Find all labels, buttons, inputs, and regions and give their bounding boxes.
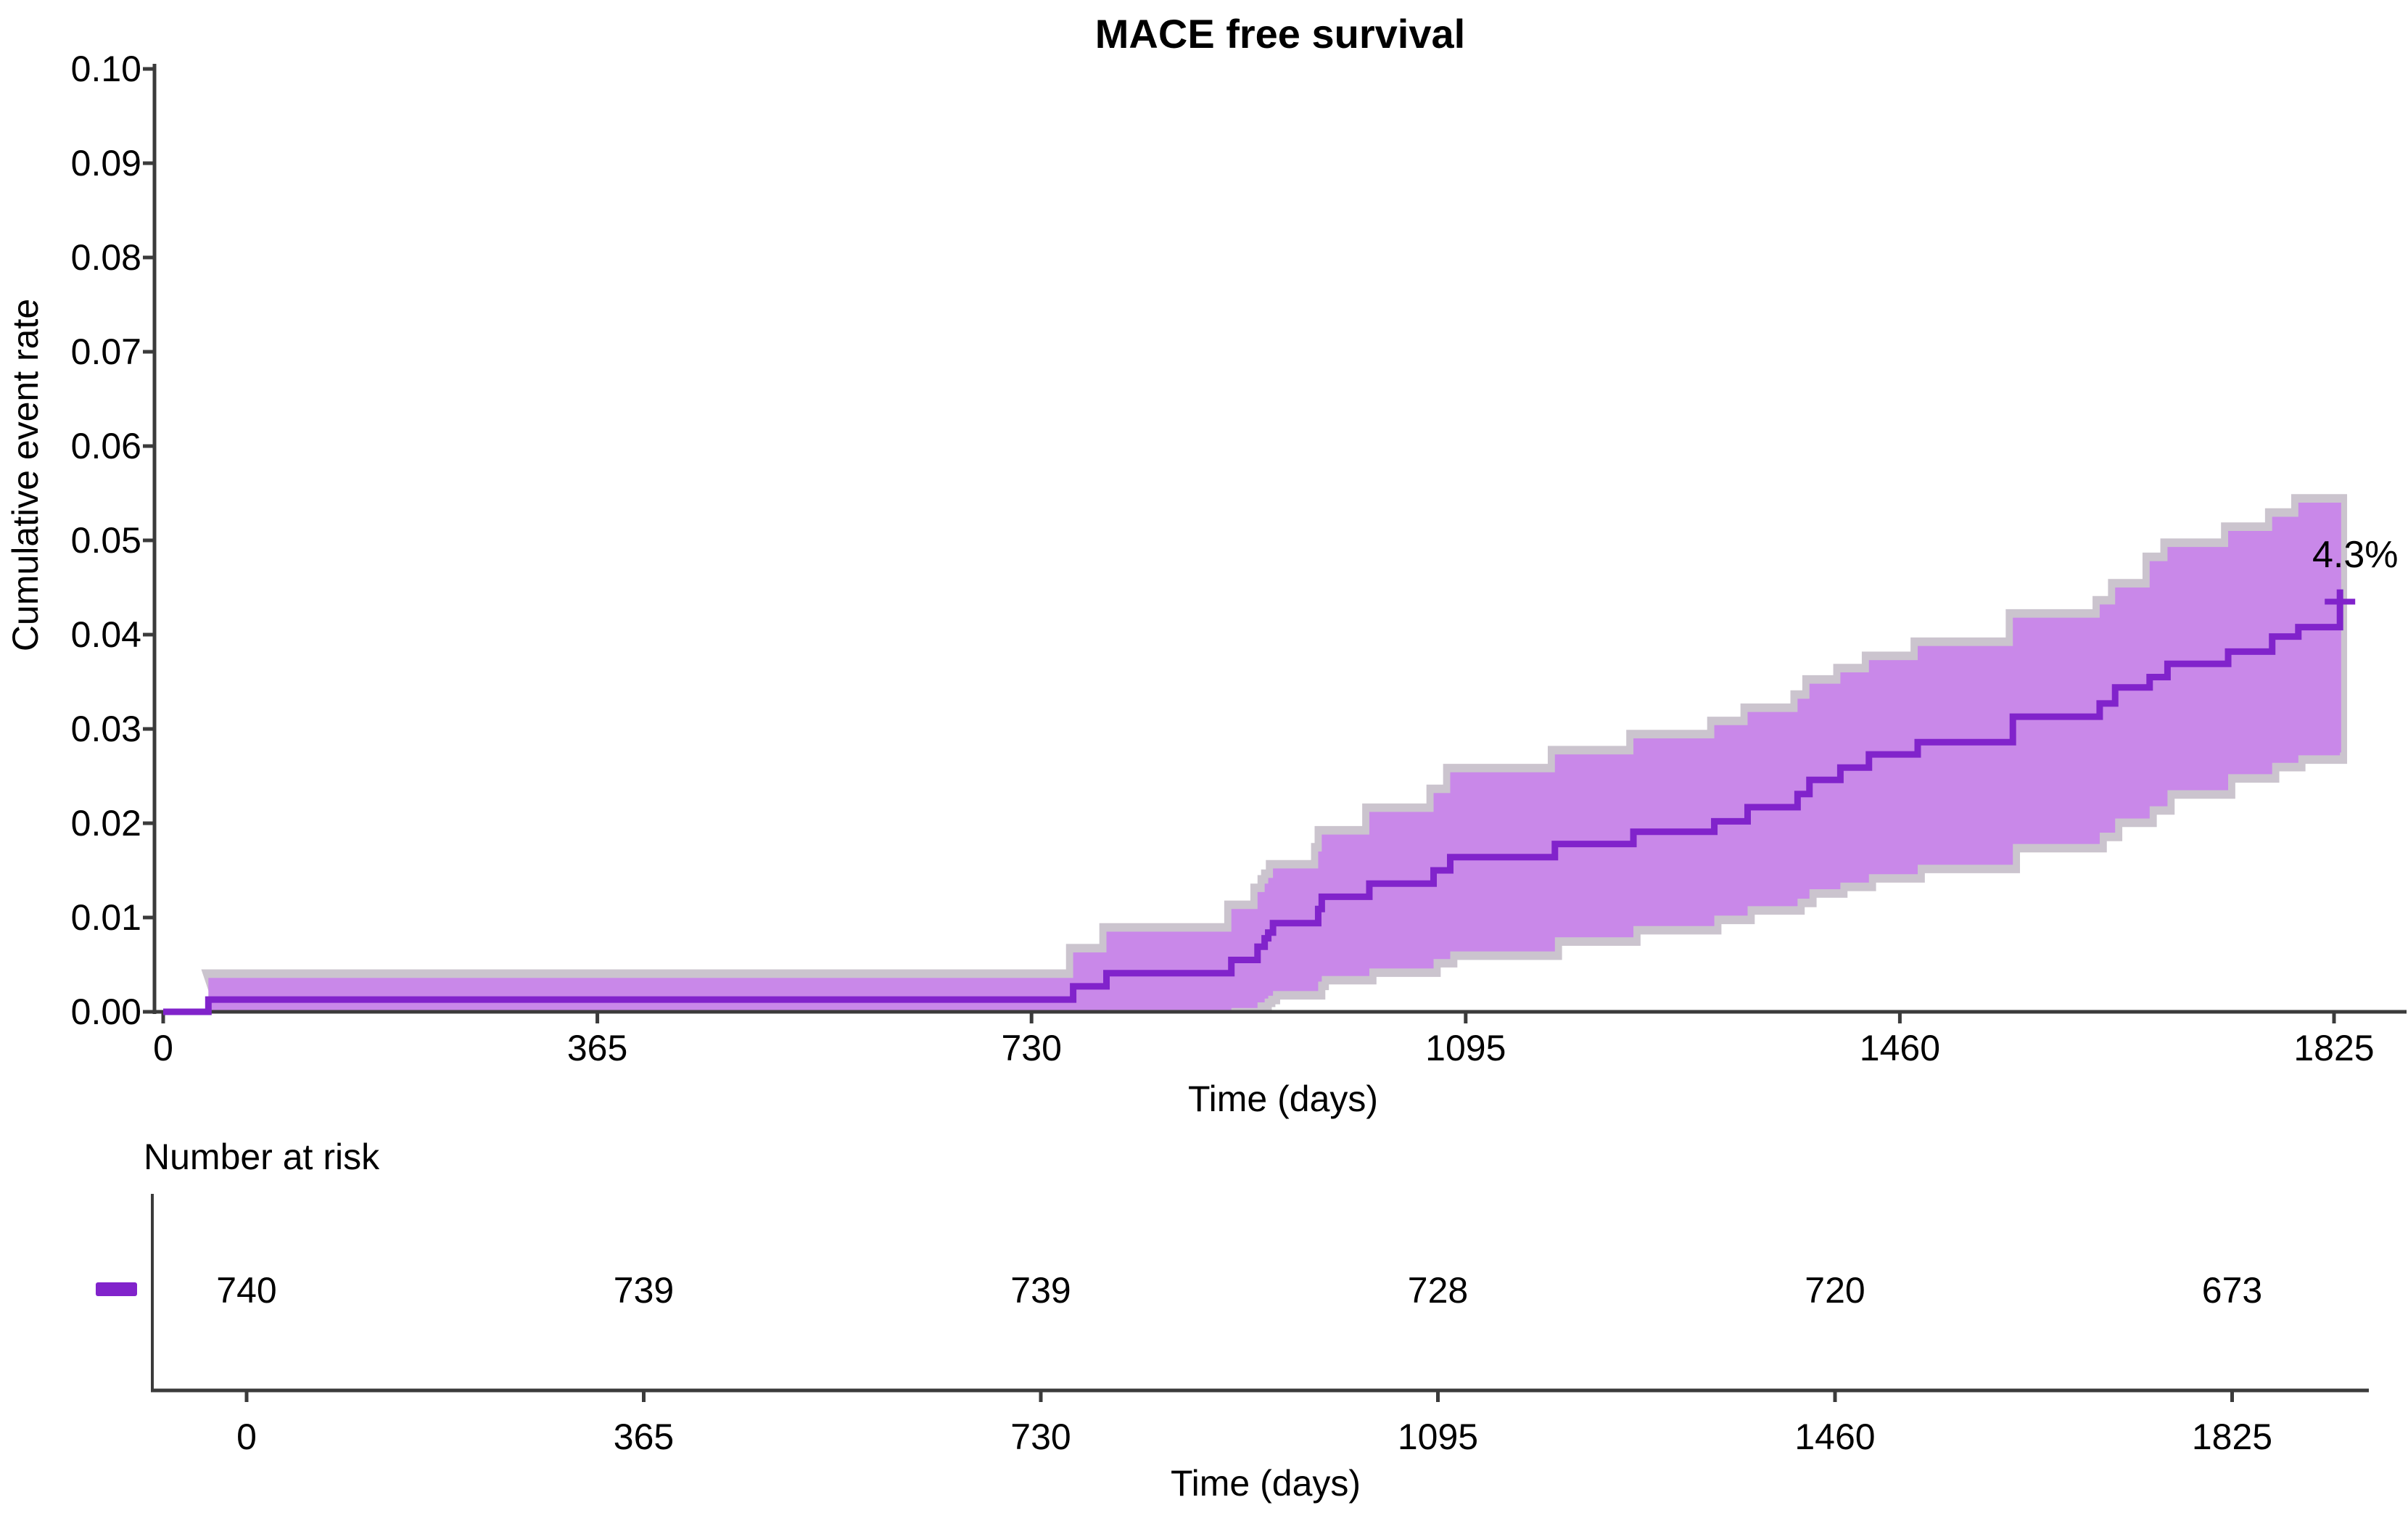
number-at-risk-panel: 0 740 365 739 730 739 1095 728 1460 720 1825 673 xyxy=(96,1194,2369,1457)
risk-count: 740 xyxy=(216,1270,276,1311)
x-tick-label: 1095 xyxy=(1425,1028,1506,1068)
y-tick-label: 0.01 xyxy=(71,897,141,938)
x-tick-label: 0 xyxy=(153,1028,173,1068)
risk-count: 728 xyxy=(1408,1270,1468,1311)
x-axis-label: Time (days) xyxy=(1188,1079,1378,1119)
legend-dash xyxy=(96,1282,137,1296)
chart-title: MACE free survival xyxy=(1095,11,1465,57)
risk-count: 739 xyxy=(614,1270,674,1311)
risk-tick-label: 1825 xyxy=(2192,1417,2272,1457)
risk-x-axis-label: Time (days) xyxy=(1171,1463,1361,1504)
confidence-band-layer xyxy=(201,494,2348,1012)
y-tick-label: 0.02 xyxy=(71,803,141,844)
risk-count: 673 xyxy=(2202,1270,2262,1311)
number-at-risk-header: Number at risk xyxy=(144,1137,380,1177)
y-tick-label: 0.04 xyxy=(71,614,141,655)
x-tick-label: 730 xyxy=(1001,1028,1061,1068)
y-tick-label: 0.05 xyxy=(71,520,141,561)
risk-tick-label: 365 xyxy=(614,1417,674,1457)
x-tick-label: 1825 xyxy=(2293,1028,2374,1068)
risk-count: 739 xyxy=(1010,1270,1071,1311)
y-tick-label: 0.03 xyxy=(71,709,141,749)
y-tick-label: 0.08 xyxy=(71,237,141,278)
y-axis-label: Cumulative event rate xyxy=(5,299,46,651)
curve-layer xyxy=(163,589,2356,1015)
survival-curve xyxy=(163,589,2343,1015)
x-tick-label: 365 xyxy=(567,1028,627,1068)
risk-tick-label: 730 xyxy=(1010,1417,1071,1457)
y-tick-label: 0.00 xyxy=(71,992,141,1032)
y-tick-label: 0.06 xyxy=(71,426,141,466)
confidence-band xyxy=(208,503,2341,1012)
axes-layer: 0.00 0.01 0.02 0.03 0.04 0.05 0.06 0.07 0.08 0.09… xyxy=(71,49,2407,1068)
risk-count: 720 xyxy=(1805,1270,1865,1311)
risk-tick-label: 1095 xyxy=(1398,1417,1478,1457)
final-estimate-annotation: 4.3% xyxy=(2312,534,2399,576)
risk-tick-label: 0 xyxy=(236,1417,257,1457)
y-tick-label: 0.09 xyxy=(71,143,141,184)
y-tick-label: 0.10 xyxy=(71,49,141,89)
y-tick-label: 0.07 xyxy=(71,331,141,372)
risk-tick-label: 1460 xyxy=(1794,1417,1875,1457)
x-tick-label: 1460 xyxy=(1860,1028,1940,1068)
